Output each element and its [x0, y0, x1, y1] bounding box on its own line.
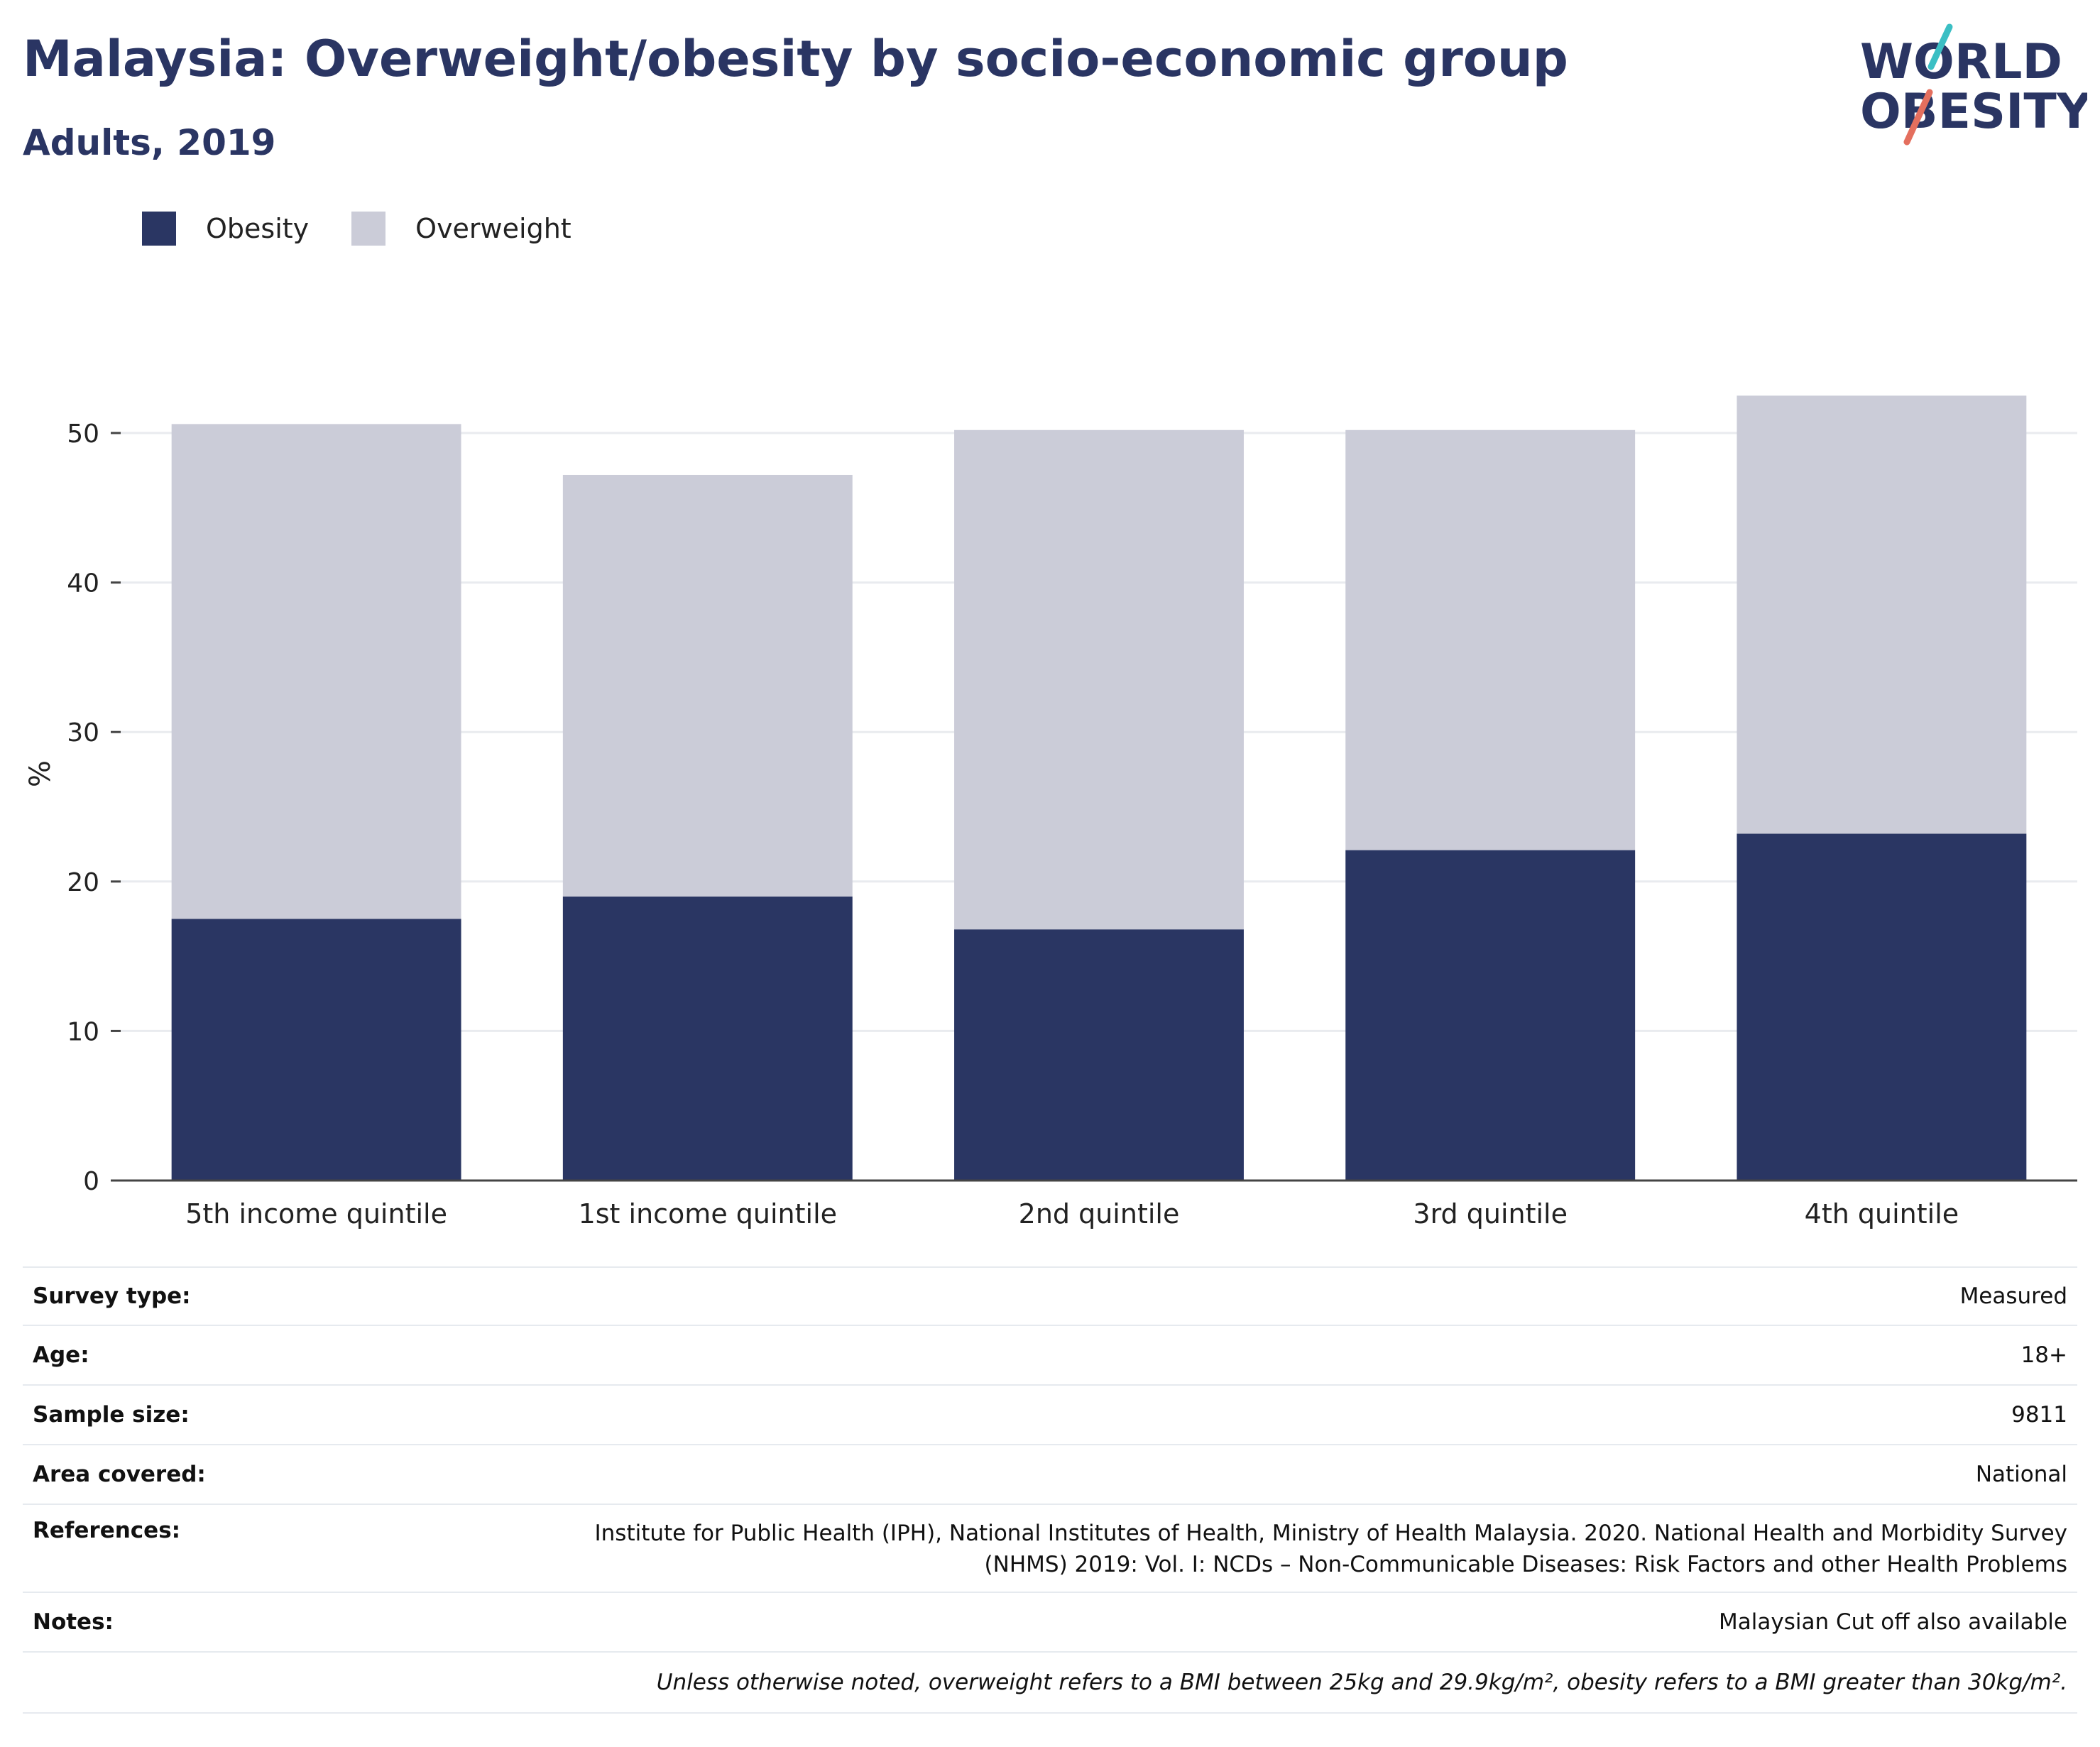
reference-line-2: (NHMS) 2019: Vol. I: NCDs – Non-Communic… — [984, 1552, 2067, 1577]
bar-overweight-1[interactable] — [171, 424, 461, 919]
survey-info-table: Survey type: Measured Age: 18+ Sample si… — [23, 1266, 2077, 1714]
meta-label: Survey type: — [33, 1283, 191, 1309]
bar-overweight-4[interactable] — [1345, 429, 1636, 850]
legend-item-overweight[interactable]: Overweight — [351, 212, 572, 246]
chart-area: 0 10 20 30 40 50 5th income quintile 1st income… — [0, 284, 2100, 1249]
y-tick-label: 10 — [67, 1017, 99, 1046]
legend-label-obesity: Obesity — [206, 213, 310, 244]
y-tick-label: 0 — [83, 1167, 99, 1196]
meta-value: 18+ — [2020, 1342, 2067, 1368]
legend-item-obesity[interactable]: Obesity — [142, 212, 309, 246]
bar-obesity-1[interactable] — [171, 919, 461, 1181]
legend-swatch-obesity — [142, 212, 176, 246]
y-tick-label: 30 — [67, 718, 99, 747]
y-tick-label: 20 — [67, 868, 99, 897]
bar-overweight-3[interactable] — [954, 429, 1244, 930]
chart-title: Malaysia: Overweight/obesity by socio-ec… — [23, 30, 1568, 88]
bar-overweight-2[interactable] — [562, 474, 853, 897]
bar-obesity-5[interactable] — [1737, 833, 2027, 1181]
logo-line1: WORLD — [1860, 34, 2062, 90]
stacked-bar-chart: 0 10 20 30 40 50 5th income quintile 1st income… — [24, 395, 2077, 1230]
meta-label: Sample size: — [33, 1402, 190, 1428]
world-obesity-logo: WORLD OBESITY — [1846, 21, 2092, 149]
meta-row-notes: Notes: Malaysian Cut off also available — [23, 1592, 2077, 1651]
meta-value: Institute for Public Health (IPH), Natio… — [595, 1518, 2067, 1580]
bar-overweight-5[interactable] — [1737, 395, 2027, 834]
bars — [171, 395, 2027, 1181]
meta-row-survey-type: Survey type: Measured — [23, 1266, 2077, 1325]
legend-label-overweight: Overweight — [415, 213, 572, 244]
y-tick-label: 40 — [67, 569, 99, 598]
meta-value: 9811 — [2011, 1402, 2067, 1428]
legend-swatch-overweight — [351, 212, 386, 246]
bar-obesity-4[interactable] — [1345, 850, 1636, 1181]
reference-line-1: Institute for Public Health (IPH), Natio… — [594, 1521, 2067, 1546]
chart-subtitle: Adults, 2019 — [23, 122, 276, 163]
x-tick-label: 2nd quintile — [1019, 1198, 1180, 1230]
meta-label: References: — [33, 1518, 181, 1543]
y-tick-label: 50 — [67, 420, 99, 449]
x-tick-label: 4th quintile — [1805, 1198, 1959, 1230]
meta-value: National — [1975, 1462, 2067, 1487]
bar-obesity-2[interactable] — [562, 896, 853, 1181]
meta-row-area-covered: Area covered: National — [23, 1444, 2077, 1504]
meta-row-age: Age: 18+ — [23, 1325, 2077, 1384]
meta-row-references: References: Institute for Public Health … — [23, 1504, 2077, 1592]
meta-value: Measured — [1959, 1283, 2067, 1309]
bmi-footnote: Unless otherwise noted, overweight refer… — [23, 1651, 2077, 1714]
meta-row-sample-size: Sample size: 9811 — [23, 1384, 2077, 1444]
meta-label: Age: — [33, 1342, 89, 1368]
meta-label: Area covered: — [33, 1462, 206, 1487]
chart-legend: Obesity Overweight — [142, 212, 614, 246]
x-tick-label: 5th income quintile — [185, 1198, 447, 1230]
meta-label: Notes: — [33, 1609, 114, 1635]
meta-value: Malaysian Cut off also available — [1719, 1609, 2067, 1635]
x-tick-label: 1st income quintile — [579, 1198, 837, 1230]
axes: 0 10 20 30 40 50 5th income quintile 1st income… — [67, 420, 2077, 1230]
logo-line2: OBESITY — [1860, 84, 2087, 140]
y-axis-label: % — [24, 760, 57, 787]
x-tick-label: 3rd quintile — [1413, 1198, 1568, 1230]
bar-obesity-3[interactable] — [954, 929, 1244, 1181]
